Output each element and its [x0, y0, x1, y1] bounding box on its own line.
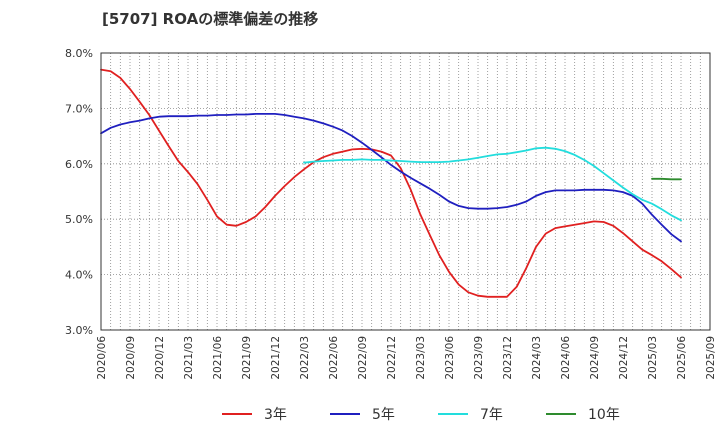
x-tick-label: 2020/06	[96, 336, 108, 380]
plot-area-frame	[100, 52, 711, 331]
series-line	[651, 177, 682, 181]
x-axis-ticks: 2020/06 2020/09 2020/12 2021/03 2021/06 2021/…	[96, 336, 717, 380]
x-tick-label: 2022/06	[328, 336, 340, 380]
x-tick-label: 2024/12	[618, 336, 630, 380]
x-tick-label: 2023/09	[473, 336, 485, 380]
x-tick-label: 2025/09	[705, 336, 717, 380]
x-tick-label: 2021/03	[183, 336, 195, 380]
x-tick-label: 2025/06	[676, 336, 688, 380]
x-tick-label: 2024/09	[589, 336, 601, 380]
x-tick-label: 2023/03	[415, 336, 427, 380]
x-tick-label: 2020/12	[154, 336, 166, 380]
x-tick-label: 2023/06	[444, 336, 456, 380]
x-tick-label: 2020/09	[125, 336, 137, 380]
series-line	[303, 146, 682, 222]
x-tick-label: 2025/03	[647, 336, 659, 380]
legend-label: 3年	[264, 407, 287, 423]
legend-label: 5年	[372, 407, 395, 423]
grid-lines	[101, 53, 710, 330]
y-tick-label: 7.0%	[65, 102, 93, 115]
y-axis-ticks: 3.0% 4.0% 5.0% 6.0% 7.0% 8.0%	[65, 47, 93, 337]
y-tick-label: 8.0%	[65, 47, 93, 60]
x-tick-label: 2024/06	[560, 336, 572, 380]
y-tick-label: 4.0%	[65, 269, 93, 282]
series-line	[100, 68, 682, 298]
x-tick-label: 2022/12	[386, 336, 398, 380]
legend-label: 10年	[588, 407, 620, 423]
y-tick-label: 3.0%	[65, 324, 93, 337]
series-lines	[100, 68, 682, 298]
chart-title: [5707] ROAの標準偏差の推移	[102, 10, 319, 28]
x-tick-label: 2024/03	[531, 336, 543, 380]
y-tick-label: 5.0%	[65, 213, 93, 226]
x-tick-label: 2021/06	[212, 336, 224, 380]
x-tick-label: 2021/12	[270, 336, 282, 380]
series-line	[100, 113, 682, 243]
x-tick-label: 2023/12	[502, 336, 514, 380]
legend: 3年 5年 7年 10年	[222, 407, 620, 423]
x-tick-label: 2022/03	[299, 336, 311, 380]
y-tick-label: 6.0%	[65, 158, 93, 171]
x-tick-label: 2021/09	[241, 336, 253, 380]
legend-label: 7年	[480, 407, 503, 423]
x-tick-label: 2022/09	[357, 336, 369, 380]
